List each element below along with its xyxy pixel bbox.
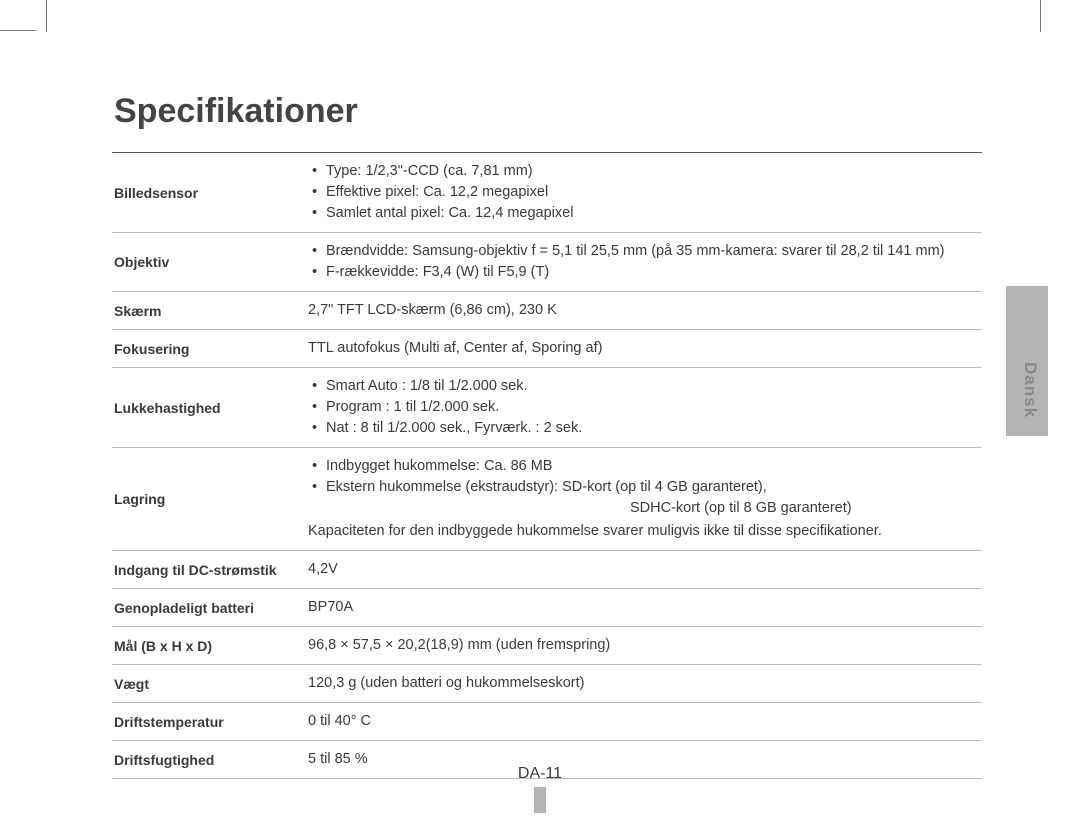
spec-item: Smart Auto : 1/8 til 1/2.000 sek. bbox=[308, 376, 978, 397]
spec-item: Effektive pixel: Ca. 12,2 megapixel bbox=[308, 182, 978, 203]
spec-label: Lukkehastighed bbox=[112, 392, 304, 424]
spec-label: Fokusering bbox=[112, 333, 304, 365]
spec-value: 4,2V bbox=[304, 551, 982, 588]
spec-label: Mål (B x H x D) bbox=[112, 630, 304, 662]
spec-label: Skærm bbox=[112, 295, 304, 327]
spec-note: Kapaciteten for den indbyggede hukommels… bbox=[308, 521, 978, 542]
spec-value: Smart Auto : 1/8 til 1/2.000 sek. Progra… bbox=[304, 368, 982, 447]
spec-row-shutter: Lukkehastighed Smart Auto : 1/8 til 1/2.… bbox=[112, 368, 982, 448]
spec-value: 120,3 g (uden batteri og hukommelseskort… bbox=[304, 665, 982, 702]
spec-label: Lagring bbox=[112, 483, 304, 515]
spec-label: Indgang til DC-strømstik bbox=[112, 554, 304, 586]
spec-item: Nat : 8 til 1/2.000 sek., Fyrværk. : 2 s… bbox=[308, 418, 978, 439]
spec-row-display: Skærm 2,7" TFT LCD-skærm (6,86 cm), 230 … bbox=[112, 292, 982, 330]
spec-row-dc-input: Indgang til DC-strømstik 4,2V bbox=[112, 551, 982, 589]
spec-row-battery: Genopladeligt batteri BP70A bbox=[112, 589, 982, 627]
spec-item: Samlet antal pixel: Ca. 12,4 megapixel bbox=[308, 203, 978, 224]
spec-item: Program : 1 til 1/2.000 sek. bbox=[308, 397, 978, 418]
spec-row-image-sensor: Billedsensor Type: 1/2,3"-CCD (ca. 7,81 … bbox=[112, 153, 982, 233]
spec-value: Brændvidde: Samsung-objektiv f = 5,1 til… bbox=[304, 233, 982, 291]
spec-item: Ekstern hukommelse (ekstraudstyr): SD-ko… bbox=[308, 477, 978, 498]
page-number: DA-11 bbox=[0, 765, 1080, 783]
spec-value: TTL autofokus (Multi af, Center af, Spor… bbox=[304, 330, 982, 367]
spec-label: Genopladeligt batteri bbox=[112, 592, 304, 624]
document-page: Specifikationer Billedsensor Type: 1/2,3… bbox=[0, 0, 1080, 835]
spec-table: Billedsensor Type: 1/2,3"-CCD (ca. 7,81 … bbox=[112, 152, 982, 779]
spec-item: Indbygget hukommelse: Ca. 86 MB bbox=[308, 456, 978, 477]
crop-mark bbox=[0, 30, 36, 31]
spec-value: 96,8 × 57,5 × 20,2(18,9) mm (uden fremsp… bbox=[304, 627, 982, 664]
crop-mark bbox=[46, 0, 47, 32]
spec-label: Billedsensor bbox=[112, 177, 304, 209]
spec-value: 2,7" TFT LCD-skærm (6,86 cm), 230 K bbox=[304, 292, 982, 329]
spec-value: 0 til 40° C bbox=[304, 703, 982, 740]
spec-item: F-rækkevidde: F3,4 (W) til F5,9 (T) bbox=[308, 262, 978, 283]
spec-label: Driftstemperatur bbox=[112, 706, 304, 738]
spec-value: BP70A bbox=[304, 589, 982, 626]
page-title: Specifikationer bbox=[114, 92, 358, 131]
spec-subline: SDHC-kort (op til 8 GB garanteret) bbox=[308, 498, 978, 519]
spec-row-focus: Fokusering TTL autofokus (Multi af, Cent… bbox=[112, 330, 982, 368]
page-number-bar bbox=[534, 787, 546, 813]
spec-value: Type: 1/2,3"-CCD (ca. 7,81 mm) Effektive… bbox=[304, 153, 982, 232]
spec-value: Indbygget hukommelse: Ca. 86 MB Ekstern … bbox=[304, 448, 982, 550]
spec-item: Brændvidde: Samsung-objektiv f = 5,1 til… bbox=[308, 241, 978, 262]
spec-label: Objektiv bbox=[112, 246, 304, 278]
crop-mark bbox=[1040, 0, 1041, 32]
spec-row-weight: Vægt 120,3 g (uden batteri og hukommelse… bbox=[112, 665, 982, 703]
spec-row-storage: Lagring Indbygget hukommelse: Ca. 86 MB … bbox=[112, 448, 982, 551]
spec-row-op-temp: Driftstemperatur 0 til 40° C bbox=[112, 703, 982, 741]
spec-item: Type: 1/2,3"-CCD (ca. 7,81 mm) bbox=[308, 161, 978, 182]
spec-label: Vægt bbox=[112, 668, 304, 700]
spec-row-lens: Objektiv Brændvidde: Samsung-objektiv f … bbox=[112, 233, 982, 292]
language-tab-label: Dansk bbox=[1020, 362, 1040, 418]
spec-row-dimensions: Mål (B x H x D) 96,8 × 57,5 × 20,2(18,9)… bbox=[112, 627, 982, 665]
